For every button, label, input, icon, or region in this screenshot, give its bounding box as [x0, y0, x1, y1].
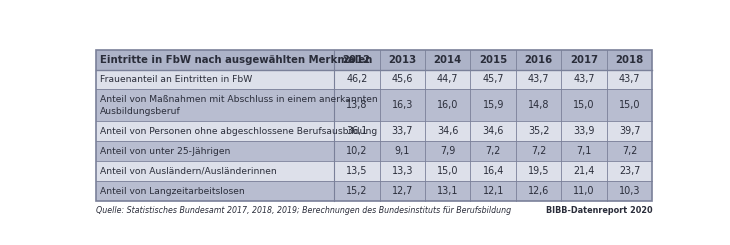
Text: Frauenanteil an Eintritten in FbW: Frauenanteil an Eintritten in FbW [100, 75, 252, 84]
Text: 9,1: 9,1 [395, 146, 410, 156]
Text: 23,7: 23,7 [619, 166, 640, 176]
Text: 46,2: 46,2 [346, 74, 367, 85]
Text: 33,9: 33,9 [573, 126, 595, 136]
Text: 35,2: 35,2 [528, 126, 550, 136]
Text: 10,2: 10,2 [346, 146, 367, 156]
Text: Anteil von unter 25-Jährigen: Anteil von unter 25-Jährigen [100, 147, 230, 156]
Text: Anteil von Maßnahmen mit Abschluss in einem anerkannten
Ausbildungsberuf: Anteil von Maßnahmen mit Abschluss in ei… [100, 95, 377, 116]
Text: 7,2: 7,2 [531, 146, 546, 156]
Text: 2017: 2017 [570, 55, 598, 65]
Text: 33,7: 33,7 [391, 126, 413, 136]
Text: 7,1: 7,1 [577, 146, 592, 156]
Text: 16,4: 16,4 [483, 166, 504, 176]
Text: 14,8: 14,8 [528, 100, 550, 110]
Text: 2015: 2015 [479, 55, 507, 65]
Text: 11,0: 11,0 [573, 186, 595, 196]
Text: 43,7: 43,7 [619, 74, 640, 85]
Text: 15,0: 15,0 [437, 166, 458, 176]
Bar [96, 50, 653, 201]
Text: Anteil von Langzeitarbeitslosen: Anteil von Langzeitarbeitslosen [100, 187, 245, 196]
Text: 15,2: 15,2 [346, 186, 367, 196]
Text: 19,5: 19,5 [528, 166, 550, 176]
Text: Eintritte in FbW nach ausgewählten Merkmalen: Eintritte in FbW nach ausgewählten Merkm… [100, 55, 372, 65]
Text: 2013: 2013 [388, 55, 416, 65]
Text: 45,6: 45,6 [391, 74, 413, 85]
Text: Anteil von Ausländern/Ausländerinnen: Anteil von Ausländern/Ausländerinnen [100, 167, 277, 176]
Text: 2014: 2014 [434, 55, 462, 65]
Text: 10,3: 10,3 [619, 186, 640, 196]
Text: 15,0: 15,0 [619, 100, 640, 110]
Text: 12,6: 12,6 [528, 186, 549, 196]
Text: 21,4: 21,4 [574, 166, 595, 176]
Text: Quelle: Statistisches Bundesamt 2017, 2018, 2019; Berechnungen des Bundesinstitu: Quelle: Statistisches Bundesamt 2017, 20… [96, 206, 511, 215]
Text: 44,7: 44,7 [437, 74, 458, 85]
Text: 12,7: 12,7 [391, 186, 413, 196]
Text: 2018: 2018 [615, 55, 644, 65]
Text: 2016: 2016 [525, 55, 553, 65]
Text: BIBB-Datenreport 2020: BIBB-Datenreport 2020 [546, 206, 653, 215]
Bar [96, 181, 653, 201]
Bar [96, 50, 653, 70]
Text: 34,6: 34,6 [483, 126, 504, 136]
Text: 13,5: 13,5 [346, 166, 367, 176]
Text: 7,2: 7,2 [485, 146, 501, 156]
Text: 16,3: 16,3 [391, 100, 413, 110]
Text: 13,1: 13,1 [437, 186, 458, 196]
Text: 7,9: 7,9 [440, 146, 456, 156]
Text: 15,0: 15,0 [573, 100, 595, 110]
Text: 15,9: 15,9 [483, 100, 504, 110]
Text: 43,7: 43,7 [528, 74, 550, 85]
Text: 39,7: 39,7 [619, 126, 640, 136]
Text: Anteil von Personen ohne abgeschlossene Berufsausbildung: Anteil von Personen ohne abgeschlossene … [100, 127, 377, 136]
Text: 34,6: 34,6 [437, 126, 458, 136]
Text: 12,1: 12,1 [483, 186, 504, 196]
Bar [96, 141, 653, 161]
Text: 43,7: 43,7 [573, 74, 595, 85]
Text: 45,7: 45,7 [483, 74, 504, 85]
Text: 36,1: 36,1 [346, 126, 367, 136]
Bar [96, 50, 653, 201]
Text: 7,2: 7,2 [622, 146, 637, 156]
Text: 13,8: 13,8 [346, 100, 367, 110]
Bar [96, 89, 653, 121]
Text: 13,3: 13,3 [391, 166, 413, 176]
Text: 2012: 2012 [342, 55, 371, 65]
Text: 16,0: 16,0 [437, 100, 458, 110]
